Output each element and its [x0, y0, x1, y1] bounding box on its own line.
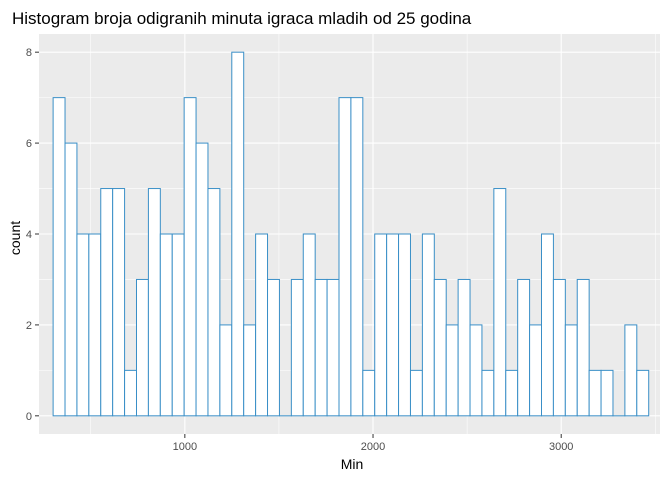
histogram-bar-44 [576, 278, 590, 417]
histogram-bar-24 [338, 97, 352, 417]
histogram-bar-40 [529, 324, 543, 417]
histogram-bar-46 [600, 369, 614, 417]
histogram-bar-22 [314, 278, 328, 417]
histogram-bar-31 [421, 233, 435, 417]
chart-title: Histogram broja odigranih minuta igraca … [12, 9, 472, 28]
histogram-bar-13 [207, 188, 221, 417]
histogram-bar-42 [552, 278, 566, 417]
histogram-bar-11 [183, 97, 197, 417]
histogram-bar-1 [64, 142, 78, 417]
y-axis-title: count [7, 221, 23, 255]
histogram-bar-14 [219, 324, 233, 417]
histogram-bar-9 [159, 233, 173, 417]
x-tick-label-0: 1000 [173, 441, 197, 453]
histogram-bar-45 [588, 369, 602, 417]
histogram-bar-25 [350, 97, 364, 417]
histogram-bar-21 [302, 233, 316, 417]
histogram-bar-49 [636, 369, 650, 417]
histogram-bar-18 [267, 278, 280, 417]
histogram-bar-4 [100, 188, 114, 417]
histogram-bar-3 [88, 233, 102, 417]
y-tick-label-1: 2 [26, 320, 32, 332]
histogram-bar-5 [112, 188, 126, 417]
x-tick-label-1: 2000 [361, 441, 385, 453]
y-tick-label-3: 6 [26, 138, 32, 150]
y-tick-label-4: 8 [26, 47, 32, 59]
histogram-bar-48 [624, 324, 638, 417]
x-tick-label-2: 3000 [549, 441, 573, 453]
histogram-bar-43 [564, 324, 578, 417]
histogram-bar-0 [52, 97, 66, 417]
histogram-bar-32 [433, 278, 447, 417]
histogram-bar-35 [469, 324, 483, 417]
histogram-bar-30 [409, 369, 423, 417]
histogram-bar-10 [171, 233, 185, 417]
histogram-bar-29 [398, 233, 411, 417]
histogram-bar-39 [517, 278, 531, 417]
histogram-bar-36 [481, 369, 495, 417]
histogram-bar-33 [445, 324, 459, 417]
y-axis-ticks: 0 2 4 6 8 [26, 47, 39, 423]
histogram-bar-28 [386, 233, 400, 417]
y-tick-label-2: 4 [26, 229, 32, 241]
histogram-bar-7 [135, 278, 149, 417]
x-axis-ticks: 1000 2000 3000 [173, 434, 573, 453]
histogram-bar-8 [147, 188, 161, 417]
histogram-bar-38 [505, 369, 519, 417]
histogram-bar-16 [243, 324, 257, 417]
histogram-bar-15 [231, 51, 245, 417]
histogram-bar-27 [374, 233, 388, 417]
histogram-bar-6 [124, 369, 137, 417]
y-tick-label-0: 0 [26, 411, 32, 423]
histogram-bar-12 [195, 142, 209, 417]
histogram-bar-26 [362, 369, 376, 417]
histogram-bar-37 [493, 188, 507, 417]
histogram-bar-23 [326, 278, 340, 417]
x-axis-title: Min [341, 456, 364, 472]
histogram-bar-41 [541, 233, 554, 417]
histogram-bars [52, 51, 650, 417]
histogram-bar-2 [76, 233, 90, 417]
histogram-bar-20 [290, 278, 304, 417]
histogram-bar-34 [457, 278, 471, 417]
histogram-bar-17 [255, 233, 269, 417]
